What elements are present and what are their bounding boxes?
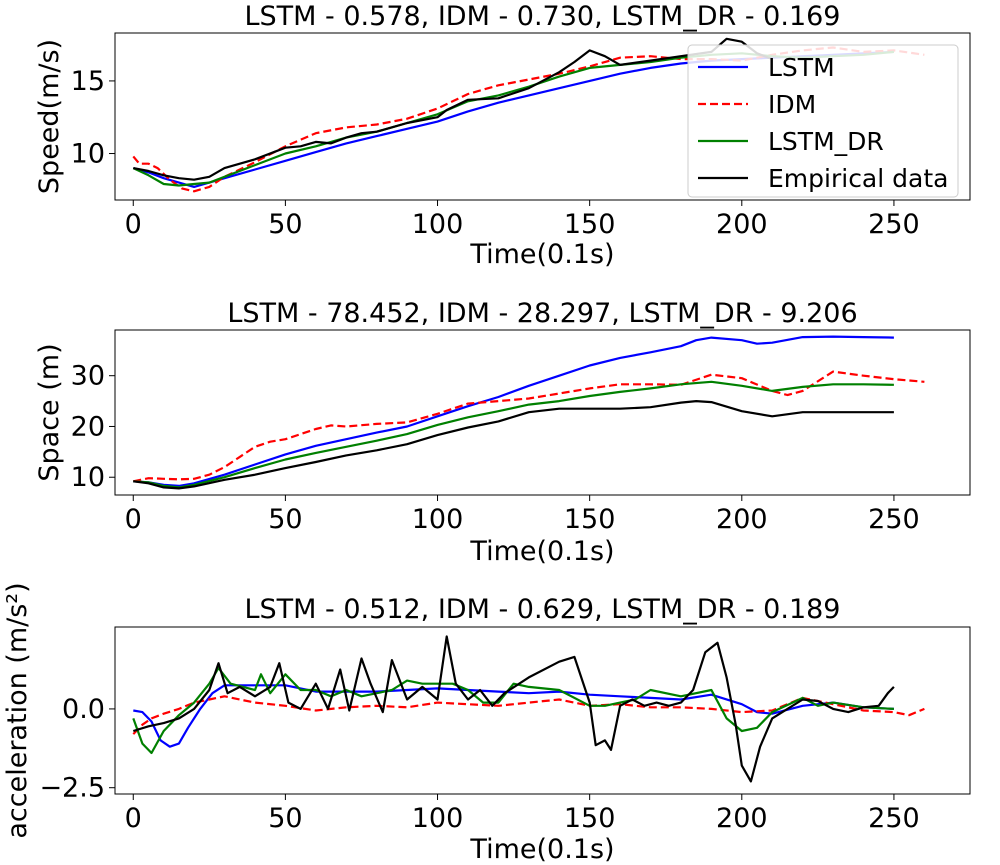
x-tick-label: 0 bbox=[125, 803, 142, 834]
x-tick-label: 50 bbox=[268, 803, 302, 834]
x-tick-label: 250 bbox=[868, 803, 920, 834]
x-tick-label: 250 bbox=[868, 504, 920, 535]
y-tick-label: 20 bbox=[71, 411, 105, 442]
panel-title: LSTM - 78.452, IDM - 28.297, LSTM_DR - 9… bbox=[227, 298, 857, 329]
plot-frame bbox=[114, 32, 971, 201]
y-tick-label: 30 bbox=[71, 361, 105, 392]
x-tick-label: 0 bbox=[125, 209, 142, 240]
panel-2: LSTM - 78.452, IDM - 28.297, LSTM_DR - 9… bbox=[34, 298, 971, 567]
panel-title: LSTM - 0.578, IDM - 0.730, LSTM_DR - 0.1… bbox=[245, 1, 841, 32]
x-axis-label: Time(0.1s) bbox=[469, 239, 614, 270]
y-tick-label: 10 bbox=[71, 139, 105, 170]
x-tick-label: 200 bbox=[716, 504, 768, 535]
x-tick-label: 200 bbox=[716, 803, 768, 834]
series-line-lstm bbox=[133, 684, 894, 748]
x-tick-label: 200 bbox=[716, 209, 768, 240]
x-tick-label: 150 bbox=[564, 504, 616, 535]
series-line-lstm-dr bbox=[132, 666, 894, 755]
panel-3: LSTM - 0.512, IDM - 0.629, LSTM_DR - 0.1… bbox=[2, 582, 971, 865]
y-tick-label: −2.5 bbox=[39, 773, 105, 804]
x-tick-label: 250 bbox=[868, 209, 920, 240]
series-line-lstm-dr bbox=[133, 380, 894, 489]
x-tick-label: 0 bbox=[125, 504, 142, 535]
y-tick-label: 15 bbox=[71, 66, 105, 97]
legend-label: IDM bbox=[768, 90, 816, 119]
legend-label: LSTM bbox=[768, 53, 835, 82]
x-tick-label: 100 bbox=[412, 504, 464, 535]
y-axis-label: Speed(m/s) bbox=[34, 39, 65, 194]
plot-frame bbox=[114, 329, 971, 496]
legend-label: Empirical data bbox=[768, 164, 948, 193]
series-line-empirical-data bbox=[132, 635, 895, 783]
series-line-empirical-data bbox=[133, 37, 773, 181]
x-tick-label: 50 bbox=[268, 504, 302, 535]
x-tick-label: 100 bbox=[412, 803, 464, 834]
x-tick-label: 150 bbox=[564, 803, 616, 834]
series-line-empirical-data bbox=[133, 400, 894, 490]
y-axis-label: Space (m) bbox=[34, 343, 65, 481]
series-line-lstm bbox=[133, 335, 894, 487]
y-tick-label: 10 bbox=[71, 462, 105, 493]
panel-title: LSTM - 0.512, IDM - 0.629, LSTM_DR - 0.1… bbox=[245, 594, 841, 625]
series-line-idm bbox=[132, 695, 925, 735]
legend-label: LSTM_DR bbox=[768, 127, 884, 156]
series-line-idm bbox=[133, 370, 925, 483]
plot-frame bbox=[114, 626, 971, 795]
y-tick-label: 0.0 bbox=[62, 694, 105, 725]
x-axis-label: Time(0.1s) bbox=[469, 834, 614, 865]
x-axis-label: Time(0.1s) bbox=[469, 536, 614, 567]
x-tick-label: 150 bbox=[564, 209, 616, 240]
legend: LSTM IDM LSTM_DR Empirical data bbox=[687, 44, 959, 198]
x-tick-label: 100 bbox=[412, 209, 464, 240]
y-axis-label: acceleration (m/s²) bbox=[2, 582, 33, 838]
legend-box bbox=[687, 44, 959, 198]
panel-1: LSTM - 0.578, IDM - 0.730, LSTM_DR - 0.1… bbox=[34, 1, 971, 270]
x-tick-label: 50 bbox=[268, 209, 302, 240]
